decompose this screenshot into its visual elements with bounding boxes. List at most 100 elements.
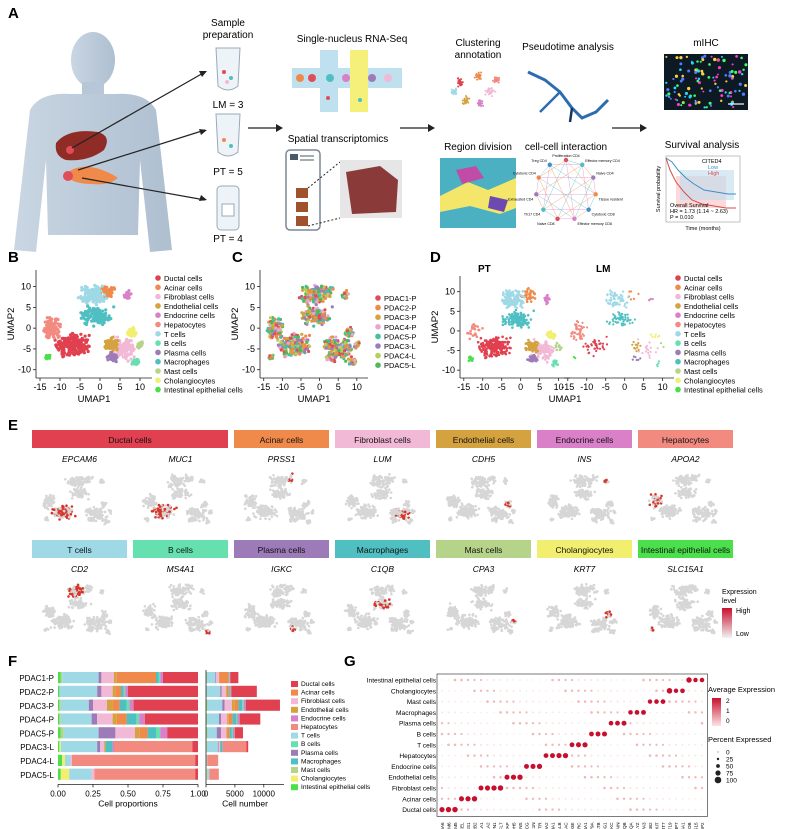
umap-point bbox=[338, 352, 342, 356]
umap-point bbox=[301, 336, 305, 340]
umap-point bbox=[488, 354, 491, 358]
umap-y-tick-label: 10 bbox=[21, 282, 31, 292]
feature-point bbox=[302, 480, 305, 483]
cluster-thumb-point bbox=[457, 82, 460, 85]
cluster-thumb-point bbox=[480, 105, 483, 108]
feature-point bbox=[167, 514, 171, 518]
umap-point bbox=[45, 316, 49, 320]
feature-point bbox=[177, 481, 181, 485]
feature-point bbox=[200, 480, 204, 484]
umap-point bbox=[348, 344, 352, 348]
umap-point bbox=[62, 350, 66, 354]
umap-point bbox=[508, 300, 511, 303]
legend-label: Fibroblast cells bbox=[164, 293, 214, 302]
umap-point bbox=[309, 293, 313, 297]
feature-point bbox=[191, 475, 194, 479]
umap-point bbox=[126, 345, 130, 349]
umap-point bbox=[313, 315, 317, 319]
feature-point bbox=[69, 490, 72, 494]
feature-point bbox=[62, 505, 65, 509]
umap-point bbox=[320, 309, 324, 313]
feature-point bbox=[270, 511, 274, 515]
cluster-thumb-point bbox=[462, 103, 465, 106]
umap-point bbox=[613, 291, 617, 294]
umap-point bbox=[588, 351, 591, 354]
mihc-cell bbox=[680, 104, 683, 107]
feature-point bbox=[65, 504, 68, 508]
legend-swatch bbox=[155, 331, 161, 337]
cluster-thumb-point bbox=[456, 77, 459, 80]
umap-point bbox=[123, 355, 127, 359]
umap-point bbox=[644, 346, 648, 349]
umap-x-tick-label: 10 bbox=[658, 382, 668, 392]
umap-point bbox=[613, 301, 616, 304]
umap-point bbox=[324, 342, 328, 346]
feature-point bbox=[281, 477, 284, 480]
mihc-cell bbox=[696, 68, 699, 71]
legend-swatch bbox=[155, 368, 161, 374]
mihc-cell bbox=[717, 73, 719, 76]
umap-x-tick-label: -5 bbox=[602, 382, 610, 392]
umap-point bbox=[87, 315, 92, 319]
umap-point bbox=[130, 362, 134, 366]
umap-point bbox=[350, 333, 354, 337]
legend-label: PDAC2-P bbox=[384, 304, 417, 313]
umap-point bbox=[296, 335, 300, 339]
mihc-cell bbox=[708, 63, 711, 66]
feature-point bbox=[163, 504, 167, 507]
umap-point bbox=[354, 346, 358, 350]
umap-point bbox=[80, 288, 84, 292]
feature-point bbox=[50, 504, 53, 508]
celltype-header-label: Acinar cells bbox=[260, 435, 303, 445]
survival-stat-3: P = 0.010 bbox=[670, 215, 694, 221]
umap-point bbox=[136, 361, 140, 365]
network-edge bbox=[574, 209, 589, 219]
umap-point bbox=[579, 329, 582, 332]
feature-point bbox=[172, 492, 176, 496]
feature-point bbox=[156, 507, 159, 511]
umap-point bbox=[325, 339, 329, 343]
feature-point bbox=[305, 512, 308, 515]
cluster-thumb-point bbox=[467, 101, 470, 104]
network-node-label: Proliferation CD4 bbox=[552, 154, 579, 158]
umap-point bbox=[93, 315, 97, 319]
feature-point bbox=[48, 497, 51, 501]
mihc-cell bbox=[726, 94, 730, 98]
mihc-cell bbox=[676, 102, 681, 107]
umap-x-tick-label: 5 bbox=[641, 382, 646, 392]
umap-point bbox=[112, 305, 116, 309]
feature-point bbox=[250, 501, 254, 505]
legend-swatch bbox=[675, 312, 681, 319]
network-edge bbox=[588, 194, 596, 210]
feature-point bbox=[270, 515, 274, 518]
umap-point bbox=[619, 299, 622, 303]
mihc-cell bbox=[695, 77, 698, 80]
umap-x-tick-label: -5 bbox=[76, 382, 84, 392]
umap-point bbox=[92, 312, 96, 316]
umap-point bbox=[631, 321, 634, 324]
umap-point bbox=[617, 311, 620, 314]
umap-point bbox=[267, 330, 271, 334]
mihc-cell bbox=[708, 89, 712, 93]
umap-point bbox=[532, 309, 535, 313]
celltype-header-label: T cells bbox=[67, 545, 91, 555]
feature-point bbox=[77, 490, 81, 493]
umap-point bbox=[319, 297, 323, 301]
umap-point bbox=[311, 300, 315, 304]
umap-point bbox=[277, 317, 281, 321]
umap-point bbox=[648, 354, 651, 357]
mihc-cell bbox=[674, 74, 679, 78]
umap-point bbox=[279, 340, 283, 344]
umap-point bbox=[609, 302, 612, 305]
feature-point bbox=[202, 503, 206, 507]
cluster-thumb-point bbox=[478, 77, 481, 80]
feature-point bbox=[84, 491, 88, 495]
umap-point bbox=[580, 335, 583, 338]
cluster-thumb-point bbox=[457, 85, 460, 88]
umap-point bbox=[574, 324, 577, 327]
umap-point bbox=[307, 333, 312, 337]
mihc-cell bbox=[697, 77, 701, 81]
umap-point bbox=[517, 324, 521, 327]
